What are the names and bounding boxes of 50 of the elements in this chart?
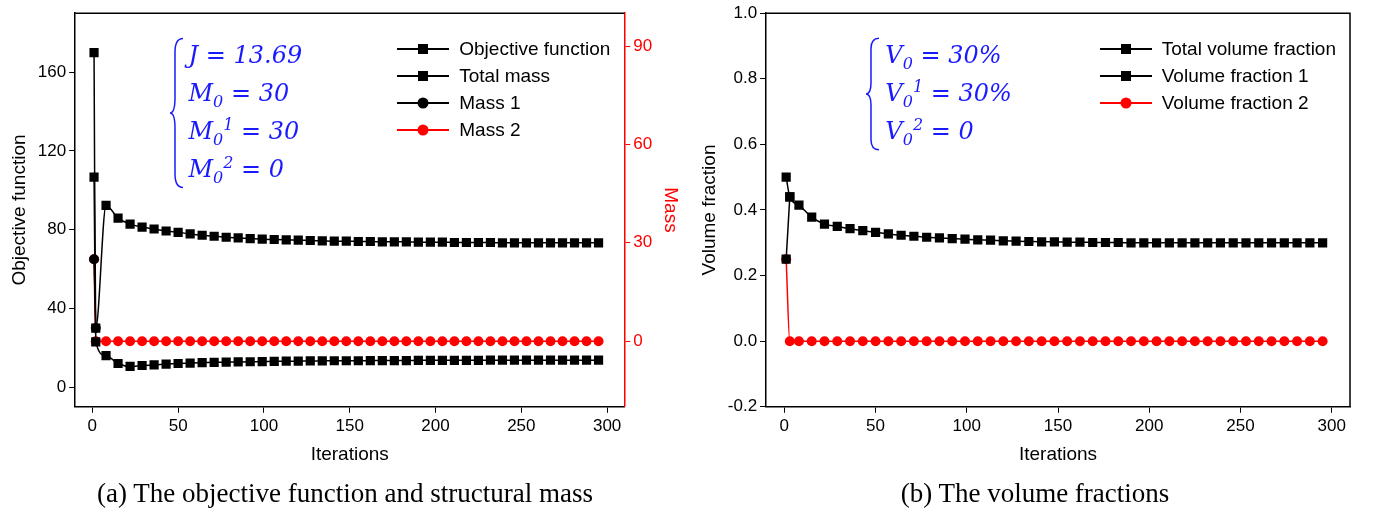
y-tick-label: 1.0	[733, 2, 758, 22]
y-tick-label: -0.2	[727, 396, 758, 416]
y-tick-label: 0.8	[733, 68, 758, 88]
y2-tick-label: 30	[633, 232, 653, 252]
x-tick-label: 50	[866, 415, 886, 435]
y2-tick-label: 90	[633, 35, 653, 55]
legend-label: Mass 1	[459, 91, 521, 116]
annotation: M$_{0}$ = 30	[188, 77, 291, 113]
legend-label: Volume fraction 2	[1161, 91, 1309, 116]
x-tick-label: 300	[1317, 415, 1346, 435]
y-tick-label: 160	[37, 61, 67, 81]
x-axis-title: Iterations	[1018, 442, 1098, 464]
y-tick-label: 120	[37, 140, 67, 160]
text: (a) The objective function and structural mass	[96, 478, 594, 509]
annotation: V$_{0}$ = 30%	[885, 39, 1003, 75]
x-tick-label: 0	[87, 415, 98, 435]
x-tick-label: 250	[1226, 415, 1255, 435]
y-tick-label: 0.6	[733, 134, 758, 154]
legend-label: Volume fraction 1	[1161, 64, 1309, 89]
annotation: V$_{0}$$^{1}$ = 30%	[885, 75, 1012, 113]
annotation: M$_{0}$$^{2}$ = 0	[188, 151, 286, 189]
text: (b) The volume fractions	[899, 478, 1171, 509]
legend-label: Objective function	[459, 37, 611, 62]
y2-axis-title: Mass	[661, 187, 683, 233]
y-axis-title: Volume fraction	[697, 144, 719, 276]
x-tick-label: 100	[249, 415, 279, 435]
legend-label: Total mass	[459, 64, 551, 89]
x-tick-label: 200	[1135, 415, 1164, 435]
x-tick-label: 300	[592, 415, 622, 435]
y-tick-label: 0.0	[733, 330, 758, 350]
y2-tick-label: 60	[633, 134, 653, 154]
annotation: M$_{0}$$^{1}$ = 30	[188, 113, 301, 151]
y-tick-label: 0.2	[733, 265, 758, 285]
y-tick-label: 40	[47, 298, 67, 318]
y-tick-label: 0.4	[733, 199, 758, 219]
x-tick-label: 0	[779, 415, 790, 435]
x-tick-label: 200	[421, 415, 450, 435]
legend-label: Total volume fraction	[1161, 37, 1336, 62]
x-tick-label: 50	[168, 415, 188, 435]
y-tick-label: 80	[47, 219, 67, 239]
annotation: V$_{0}$$^{2}$ = 0	[885, 113, 975, 151]
x-tick-label: 250	[507, 415, 536, 435]
x-tick-label: 150	[335, 415, 364, 435]
x-tick-label: 150	[1043, 415, 1073, 435]
x-axis-title: Iterations	[310, 442, 389, 464]
x-tick-label: 100	[952, 415, 981, 435]
y-tick-label: 0	[56, 376, 67, 396]
legend-label: Mass 2	[459, 118, 521, 143]
y2-tick-label: 0	[633, 330, 643, 350]
y-axis-title: Objective function	[7, 134, 29, 286]
